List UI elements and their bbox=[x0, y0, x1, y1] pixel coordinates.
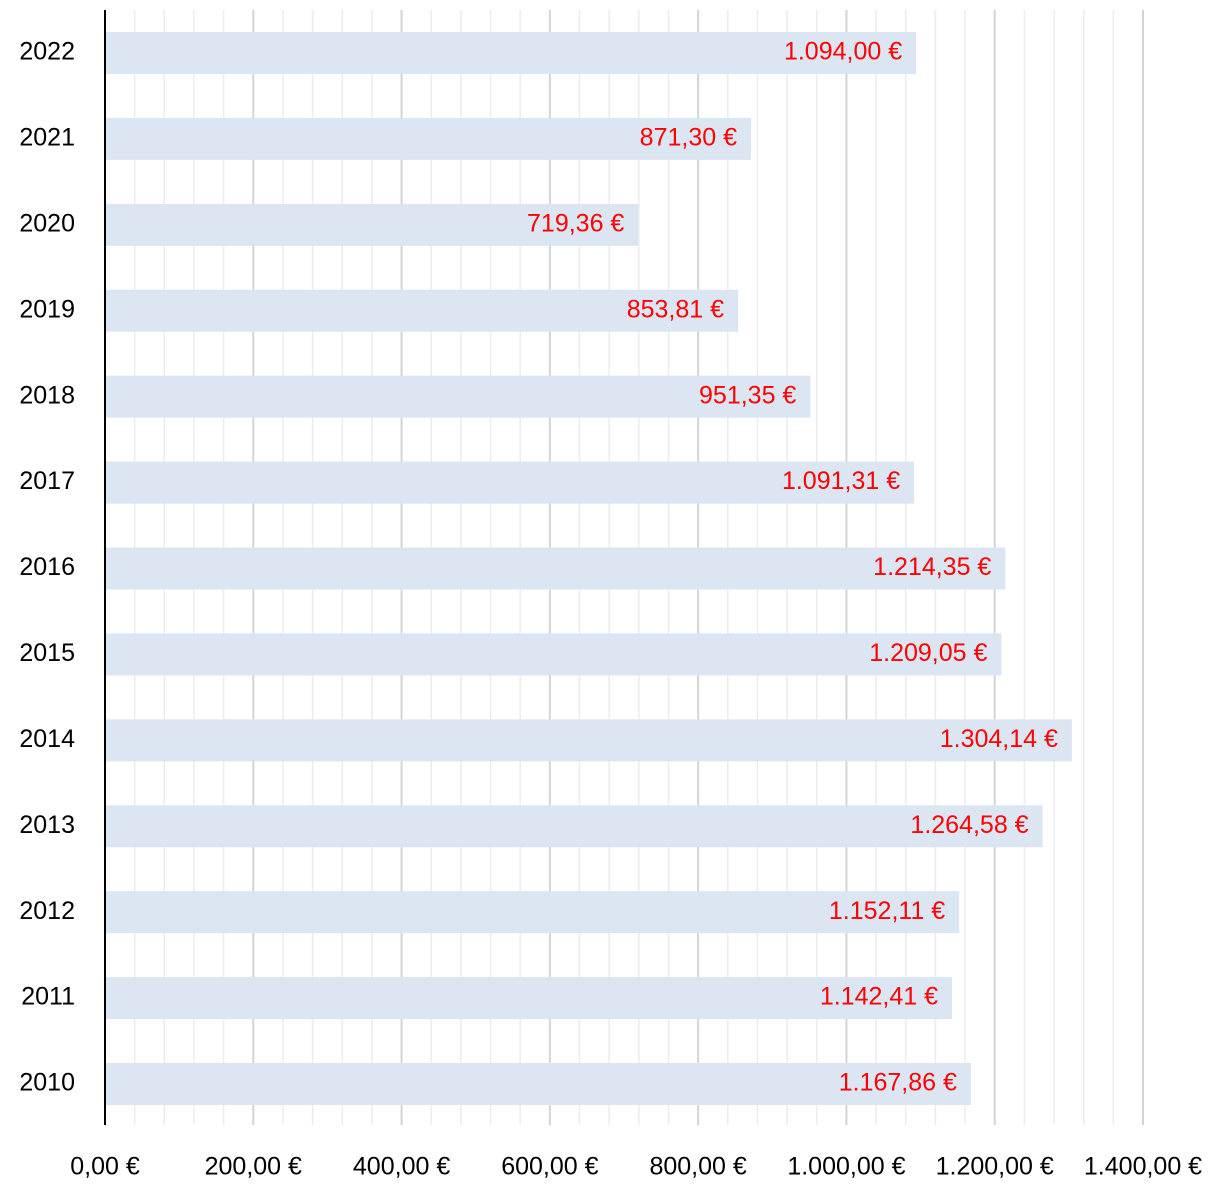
value-label: 1.152,11 € bbox=[829, 897, 945, 925]
bar bbox=[105, 891, 960, 934]
x-tick-label: 0,00 € bbox=[70, 1153, 140, 1181]
y-tick-label: 2015 bbox=[19, 639, 75, 667]
y-tick-label: 2021 bbox=[19, 124, 75, 152]
bar bbox=[105, 289, 739, 332]
bar bbox=[105, 375, 811, 418]
y-tick-label: 2014 bbox=[19, 725, 75, 753]
y-tick-label: 2020 bbox=[19, 209, 75, 237]
y-tick-label: 2022 bbox=[19, 38, 75, 66]
value-label: 1.304,14 € bbox=[940, 725, 1058, 753]
bar bbox=[105, 461, 915, 504]
value-label: 1.209,05 € bbox=[869, 639, 987, 667]
y-tick-label: 2017 bbox=[19, 467, 75, 495]
bar bbox=[105, 1063, 971, 1105]
value-label: 951,35 € bbox=[699, 381, 796, 409]
y-tick-label: 2012 bbox=[19, 897, 75, 925]
value-label: 719,36 € bbox=[527, 209, 624, 237]
value-label: 1.264,58 € bbox=[910, 811, 1028, 839]
bar bbox=[105, 805, 1043, 848]
value-label: 1.142,41 € bbox=[820, 983, 938, 1011]
y-tick-label: 2018 bbox=[19, 381, 75, 409]
y-tick-label: 2010 bbox=[19, 1069, 75, 1097]
bar bbox=[105, 719, 1072, 762]
bar bbox=[105, 977, 953, 1020]
x-tick-label: 600,00 € bbox=[501, 1153, 598, 1181]
bar bbox=[105, 547, 1006, 590]
bar bbox=[105, 117, 752, 160]
y-tick-label: 2019 bbox=[19, 295, 75, 323]
x-tick-label: 400,00 € bbox=[353, 1153, 450, 1181]
y-tick-label: 2013 bbox=[19, 811, 75, 839]
value-label: 1.214,35 € bbox=[873, 553, 991, 581]
bar bbox=[105, 32, 917, 74]
value-label: 853,81 € bbox=[627, 295, 724, 323]
x-tick-label: 800,00 € bbox=[649, 1153, 746, 1181]
bar bbox=[105, 203, 639, 246]
bar bbox=[105, 633, 1002, 676]
x-tick-label: 1.400,00 € bbox=[1084, 1153, 1202, 1181]
y-tick-label: 2011 bbox=[21, 983, 75, 1011]
value-label: 1.167,86 € bbox=[839, 1069, 957, 1097]
x-tick-label: 200,00 € bbox=[205, 1153, 302, 1181]
value-label: 1.094,00 € bbox=[784, 38, 902, 66]
x-tick-label: 1.200,00 € bbox=[936, 1153, 1054, 1181]
y-tick-label: 2016 bbox=[19, 553, 75, 581]
value-label: 1.091,31 € bbox=[782, 467, 900, 495]
x-tick-label: 1.000,00 € bbox=[787, 1153, 905, 1181]
value-label: 871,30 € bbox=[640, 124, 737, 152]
